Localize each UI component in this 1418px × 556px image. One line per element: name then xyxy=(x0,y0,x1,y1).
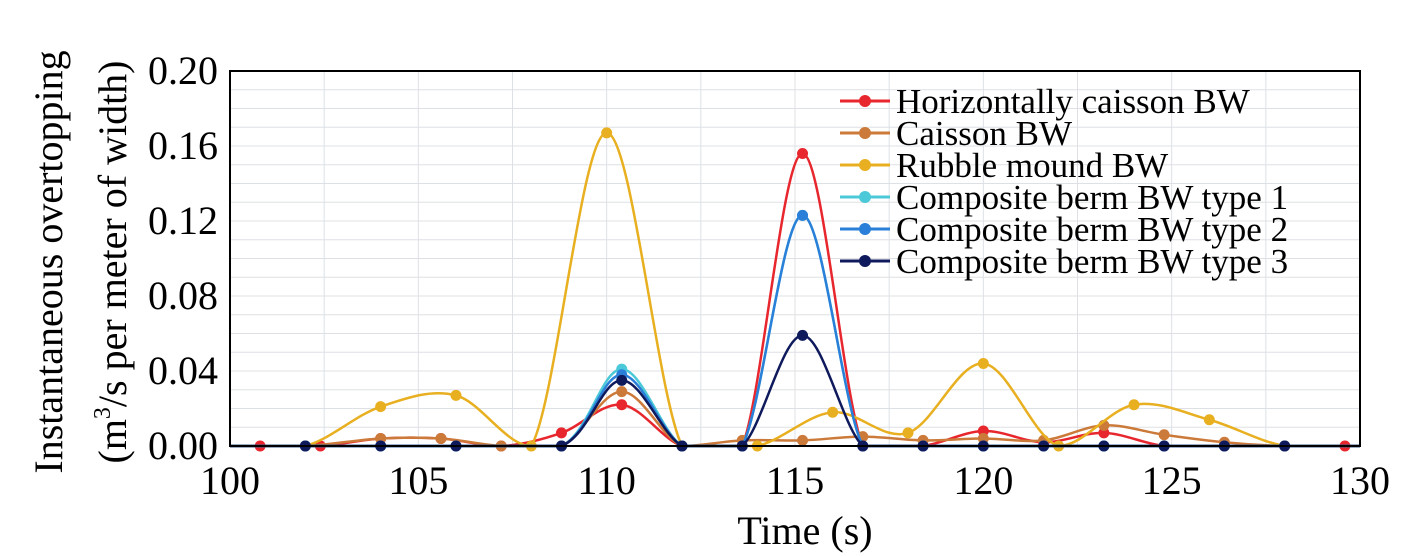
y-axis-label-line1: Instantaneous overtopping xyxy=(26,50,71,473)
legend-entry: Caisson BW xyxy=(840,114,1072,153)
legend-label: Caisson BW xyxy=(896,114,1072,153)
y-tick-label: 0.12 xyxy=(148,198,218,243)
data-point xyxy=(1203,414,1215,426)
x-tick-label: 120 xyxy=(953,458,1013,503)
y-tick-label: 0.20 xyxy=(148,48,218,93)
legend-entry: Rubble mound BW xyxy=(840,146,1168,185)
y-tick-label: 0.04 xyxy=(148,348,218,393)
data-point xyxy=(450,389,462,401)
data-point xyxy=(616,399,628,411)
data-point xyxy=(977,358,989,369)
x-tick-label: 100 xyxy=(200,458,260,503)
legend-label: Composite berm BW type 3 xyxy=(896,242,1288,281)
y-tick-label: 0.00 xyxy=(148,423,218,468)
data-point xyxy=(1158,429,1170,441)
data-point xyxy=(827,406,839,418)
plot-frame xyxy=(229,70,1361,447)
legend-swatch-marker xyxy=(859,223,871,235)
legend-swatch-marker xyxy=(859,95,871,107)
data-point xyxy=(797,209,809,221)
data-point xyxy=(601,127,613,139)
x-tick-label: 110 xyxy=(577,458,636,503)
y-axis-label-unit-post: /s per meter of width) xyxy=(90,61,135,408)
data-point xyxy=(616,386,628,398)
data-point xyxy=(555,427,567,439)
legend-entry: Composite berm BW type 2 xyxy=(840,210,1288,249)
data-point xyxy=(902,427,914,439)
legend-swatch-marker xyxy=(859,255,871,267)
legend-swatch-marker xyxy=(859,159,871,171)
y-tick-label: 0.08 xyxy=(148,273,218,318)
x-tick-label: 130 xyxy=(1330,458,1390,503)
legend-swatch-marker xyxy=(859,127,871,139)
legend-label: Composite berm BW type 1 xyxy=(896,178,1288,217)
axis-ticks: 100 105 110 115 120 125 130 0.00 0.04 0.08 0.12 0.1… xyxy=(148,48,1390,503)
legend-entry: Horizontally caisson BW xyxy=(840,82,1250,121)
data-point xyxy=(375,401,387,413)
x-tick-label: 115 xyxy=(766,458,825,503)
legend-label: Rubble mound BW xyxy=(896,146,1168,185)
data-point xyxy=(797,148,809,159)
legend-label: Composite berm BW type 2 xyxy=(896,210,1288,249)
data-point xyxy=(1128,399,1140,411)
y-axis-label-unit-pre: (m xyxy=(90,419,135,463)
data-point xyxy=(616,374,628,386)
legend-entry: Composite berm BW type 1 xyxy=(840,178,1288,217)
data-point xyxy=(797,434,809,446)
legend-swatch-marker xyxy=(859,191,871,203)
y-tick-label: 0.16 xyxy=(148,123,218,168)
legend-entry: Composite berm BW type 3 xyxy=(840,242,1288,281)
data-point xyxy=(797,329,809,341)
legend-label: Horizontally caisson BW xyxy=(896,82,1250,121)
x-tick-label: 105 xyxy=(388,458,448,503)
x-axis-label: Time (s) xyxy=(737,508,872,553)
data-point xyxy=(435,433,447,444)
y-axis-label-unit-sup: 3 xyxy=(90,407,116,419)
x-tick-label: 125 xyxy=(1142,458,1202,503)
y-axis-label-line2: (m3/s per meter of width) xyxy=(90,61,135,464)
